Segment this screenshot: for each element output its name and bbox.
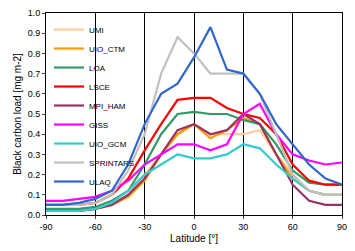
svg-text:0.5: 0.5 — [28, 109, 41, 119]
svg-text:30: 30 — [238, 222, 248, 232]
svg-text:0: 0 — [191, 222, 196, 232]
svg-text:0.2: 0.2 — [28, 170, 41, 180]
svg-text:SPRINTARS: SPRINTARS — [89, 159, 134, 168]
svg-text:Black carbon load [mg m-2]: Black carbon load [mg m-2] — [12, 53, 23, 175]
svg-text:UMI: UMI — [89, 26, 104, 35]
svg-text:ULAQ: ULAQ — [89, 178, 111, 187]
svg-text:0.8: 0.8 — [28, 49, 41, 59]
svg-text:UIO_GCM: UIO_GCM — [89, 140, 127, 149]
svg-text:MPI_HAM: MPI_HAM — [89, 102, 126, 111]
svg-text:0.6: 0.6 — [28, 89, 41, 99]
svg-text:-90: -90 — [39, 222, 52, 232]
svg-text:0.4: 0.4 — [28, 129, 41, 139]
svg-text:0.1: 0.1 — [28, 190, 41, 200]
svg-text:0.0: 0.0 — [28, 210, 41, 220]
svg-text:0.9: 0.9 — [28, 28, 41, 38]
svg-text:90: 90 — [337, 222, 347, 232]
svg-text:-60: -60 — [89, 222, 102, 232]
svg-text:GISS: GISS — [89, 121, 108, 130]
svg-text:0.7: 0.7 — [28, 69, 41, 79]
svg-text:60: 60 — [288, 222, 298, 232]
svg-text:-30: -30 — [138, 222, 151, 232]
svg-text:1.0: 1.0 — [28, 8, 41, 18]
svg-text:Latitude [°]: Latitude [°] — [170, 233, 218, 244]
svg-text:0.3: 0.3 — [28, 150, 41, 160]
svg-text:LSCE: LSCE — [89, 83, 110, 92]
svg-text:LOA: LOA — [89, 64, 106, 73]
svg-text:UIO_CTM: UIO_CTM — [89, 45, 125, 54]
